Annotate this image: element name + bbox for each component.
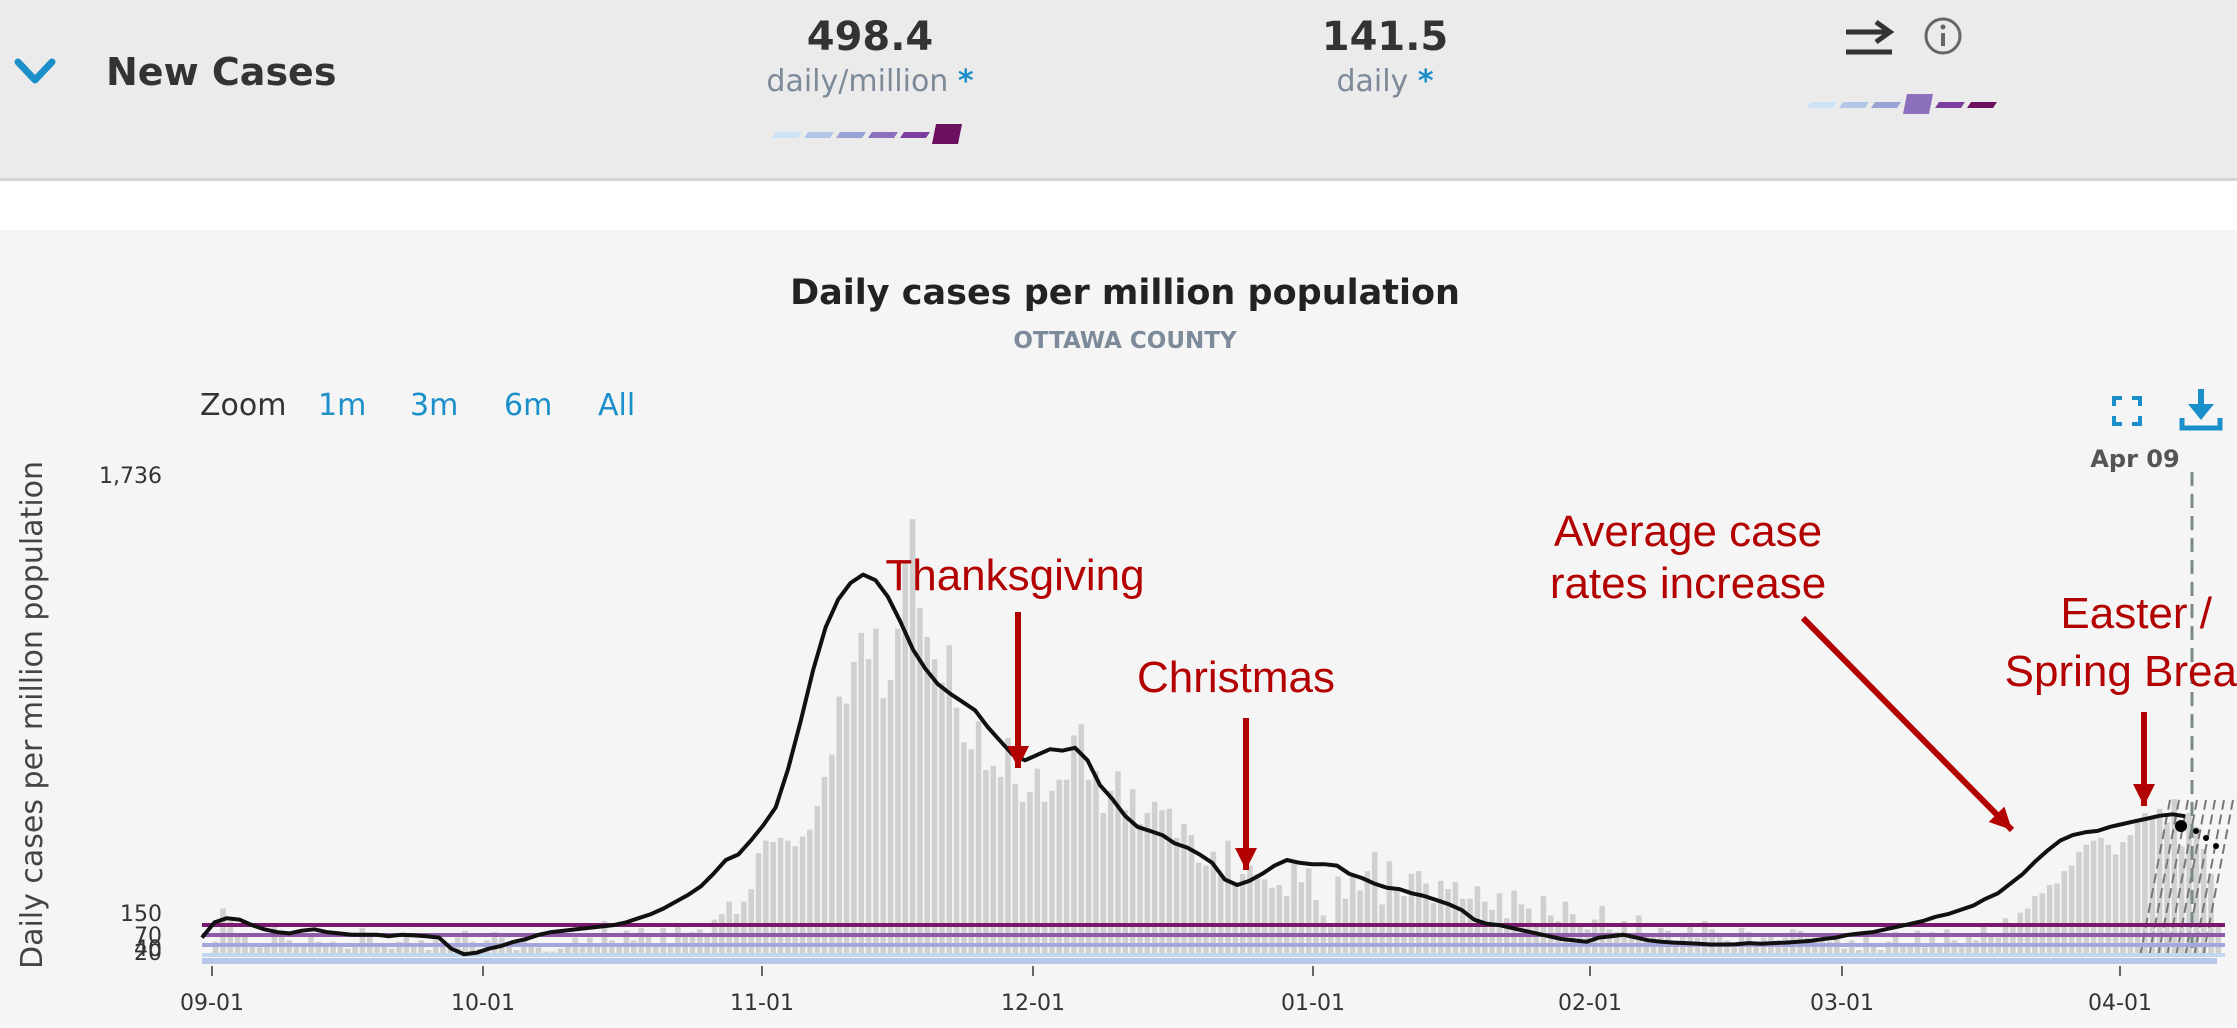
- scale1-segment: [836, 132, 866, 138]
- scale1-segment: [900, 132, 930, 138]
- zoom-all-button[interactable]: All: [598, 388, 636, 423]
- scale1-segment: [868, 132, 898, 138]
- scale2-segment: [1871, 102, 1901, 108]
- scale2-segment: [1807, 102, 1837, 108]
- scale2-segment: [1839, 102, 1869, 108]
- scale2-segment: [1967, 102, 1997, 108]
- zoom-6m-button[interactable]: 6m: [504, 388, 553, 423]
- metric-daily: 141.5 daily *: [1255, 14, 1515, 99]
- scale1-segment: [804, 132, 834, 138]
- fullscreen-icon[interactable]: [2112, 396, 2142, 426]
- scale1-segment: [772, 132, 802, 138]
- trend-scale: [1807, 94, 1997, 114]
- download-icon[interactable]: [2178, 386, 2224, 432]
- zoom-3m-button[interactable]: 3m: [410, 388, 459, 423]
- zoom-1m-button[interactable]: 1m: [318, 388, 367, 423]
- chevron-down-icon[interactable]: [12, 50, 58, 90]
- scale2-segment: [1935, 102, 1965, 108]
- zoom-label: Zoom: [200, 388, 287, 423]
- metric-per-million-value: 498.4: [806, 14, 934, 60]
- chart-panel: [0, 230, 2237, 1028]
- metric-per-million-unit: daily/million *: [766, 64, 974, 99]
- metric-daily-value: 141.5: [1321, 14, 1449, 60]
- scale2-segment: [1903, 94, 1933, 114]
- metric-per-million: 498.4 daily/million *: [740, 14, 1000, 99]
- section-title[interactable]: New Cases: [106, 50, 337, 94]
- metric-header: New Cases 498.4 daily/million * 141.5 da…: [0, 0, 2237, 181]
- info-icon[interactable]: [1923, 16, 1963, 56]
- metric-daily-unit: daily *: [1336, 64, 1434, 99]
- scale1-segment: [932, 124, 962, 144]
- trend-flat-arrow-icon: [1846, 19, 1895, 55]
- risk-scale-per-million: [772, 124, 962, 144]
